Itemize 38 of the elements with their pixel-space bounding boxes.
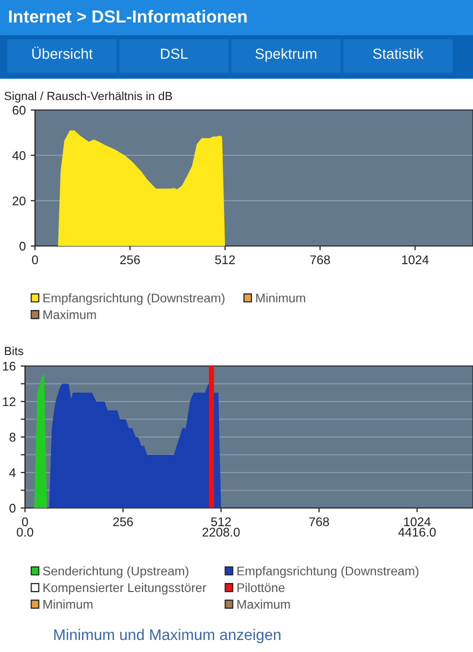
legend-label: Empfangsrichtung (Downstream) [44,293,224,305]
text: Übersicht [32,46,93,59]
x2-tick-label: 4416.0 [398,528,436,537]
legend-label: Maximum [44,310,96,320]
legend-label: Minimum [256,293,306,302]
x-tick-label: 256 [113,517,133,526]
text: Minimum und Maximum anzeigen [54,628,280,644]
y-tick-label: 40 [12,151,26,160]
x-tick-label: 512 [215,255,235,264]
y-tick-label: 20 [12,196,26,206]
y-tick-label: 0 [10,504,16,513]
y-axis-title: Signal / Rausch-Verhältnis in dB [4,92,172,102]
y-tick-label: 16 [3,362,16,371]
y-tick-label: 0 [20,242,26,251]
legend-label: Senderichtung (Upstream) [43,566,188,578]
x-tick-label: 0 [32,255,38,264]
x-tick-label: 512 [211,517,231,526]
text: Spektrum [255,48,316,62]
text: Statistik [373,48,424,59]
x-tick-label: 1024 [404,517,431,526]
legend-label: Empfangsrichtung (Downstream) [237,566,418,578]
x2-tick-label: 0.0 [16,528,34,537]
x-tick-label: 768 [309,517,329,526]
y-tick-label: 60 [12,106,26,115]
x-tick-label: 768 [310,255,330,264]
x2-tick-label: 2208.0 [202,528,240,537]
text: Internet > DSL-Informationen [9,10,247,23]
y-tick-label: 12 [3,397,16,406]
legend-label: Maximum [237,600,290,609]
x-tick-label: 256 [120,255,140,264]
x-tick-label: 1024 [402,255,429,264]
text: DSL [161,48,188,59]
y-tick-label: 8 [10,432,16,442]
legend-label: Minimum [44,600,92,609]
y-tick-label: 4 [9,468,16,478]
legend-label: Kompensierter Leitungsstörer [44,582,206,595]
legend-label: Pilottöne [237,582,285,592]
y-axis-title: Bits [4,346,24,356]
